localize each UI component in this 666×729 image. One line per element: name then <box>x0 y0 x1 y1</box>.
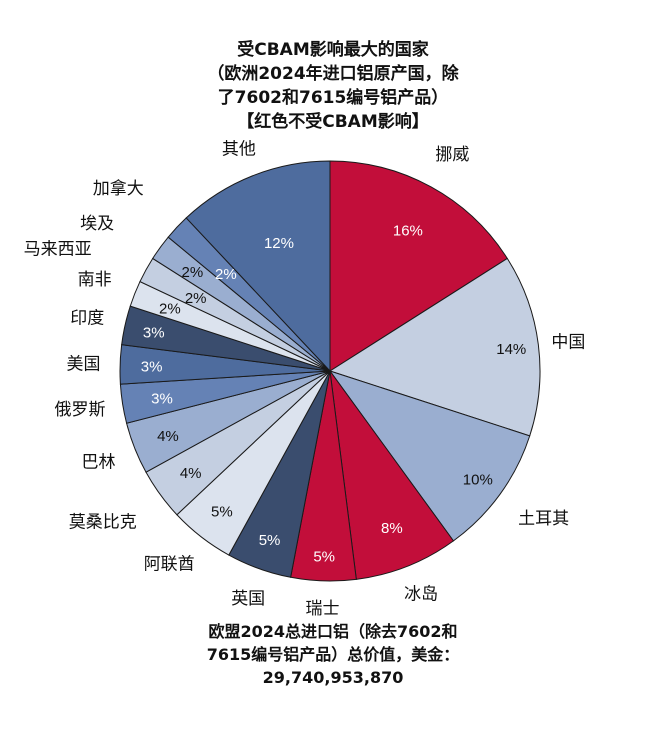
slice-category-label: 其他 <box>222 139 256 158</box>
slice-value-label: 2% <box>215 266 237 283</box>
slice-value-label: 5% <box>259 532 281 549</box>
slice-category-label: 巴林 <box>82 452 116 471</box>
chart-title-line: 【红色不受CBAM影响】 <box>237 112 429 132</box>
slice-value-label: 4% <box>157 428 179 445</box>
slice-value-label: 2% <box>182 264 204 281</box>
pie-slice-3 <box>328 370 531 542</box>
total-value-line: 7615编号铝产品）总价值，美金： <box>206 645 460 664</box>
slice-category-label: 莫桑比克 <box>69 513 137 532</box>
slice-value-label: 2% <box>185 290 207 307</box>
slice-value-label: 3% <box>143 325 165 342</box>
slice-value-label: 2% <box>159 301 181 318</box>
chart-title-line: 了7602和7615编号铝产品） <box>217 88 449 108</box>
slice-value-label: 12% <box>264 235 294 252</box>
chart-title-line: 受CBAM影响最大的国家 <box>237 40 429 60</box>
slice-category-label: 俄罗斯 <box>54 400 105 419</box>
slice-category-label: 美国 <box>67 354 101 373</box>
slice-category-label: 南非 <box>78 270 112 289</box>
slice-category-label: 埃及 <box>80 214 114 233</box>
chart-title: 受CBAM影响最大的国家 （欧洲2024年进口铝原产国，除 了7602和7615… <box>133 38 533 134</box>
slice-category-label: 英国 <box>231 589 265 608</box>
slice-value-label: 5% <box>313 549 335 566</box>
pie-slice-1 <box>329 160 508 372</box>
pie-slice-17 <box>185 160 331 373</box>
slice-value-label: 14% <box>496 341 526 358</box>
slice-value-label: 3% <box>151 391 173 408</box>
slice-category-label: 挪威 <box>435 145 469 164</box>
slice-category-label: 土耳其 <box>518 509 569 528</box>
slice-value-label: 8% <box>381 520 403 537</box>
total-value-line: 欧盟2024总进口铝（除去7602和 <box>208 622 458 641</box>
slice-category-label: 中国 <box>551 332 585 351</box>
slice-category-label: 加拿大 <box>93 178 144 198</box>
total-value-note: 欧盟2024总进口铝（除去7602和 7615编号铝产品）总价值，美金： 29,… <box>133 620 533 689</box>
slice-value-label: 3% <box>141 358 163 375</box>
chart-title-line: （欧洲2024年进口铝原产国，除 <box>207 64 459 84</box>
slice-category-label: 阿联酋 <box>144 554 195 573</box>
slice-category-label: 冰岛 <box>404 585 438 604</box>
slice-value-label: 16% <box>393 222 423 239</box>
slice-category-label: 瑞士 <box>306 599 340 618</box>
slice-value-label: 5% <box>211 503 233 520</box>
slice-value-label: 4% <box>180 465 202 482</box>
slice-value-label: 10% <box>463 471 493 488</box>
total-value-line: 29,740,953,870 <box>262 668 404 687</box>
pie-slice-2 <box>328 257 541 437</box>
pie-slice-4 <box>329 370 455 580</box>
slice-category-label: 印度 <box>70 308 104 327</box>
slice-category-label: 马来西亚 <box>24 240 92 259</box>
